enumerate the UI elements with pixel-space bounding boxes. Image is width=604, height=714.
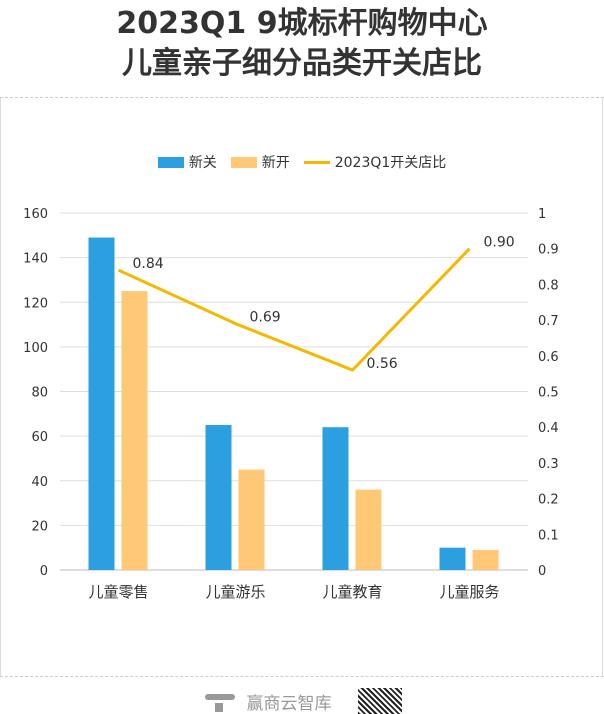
footer-brand: 赢商云智库	[246, 693, 332, 714]
ratio-data-label: 0.84	[133, 256, 164, 272]
y-tick-label: 40	[31, 475, 48, 490]
bar-close	[439, 547, 466, 570]
chart-title-line1: 2023Q1 9城标杆购物中心	[116, 6, 488, 41]
bar-close	[205, 424, 232, 570]
y2-tick-label: 0.4	[538, 421, 559, 436]
y-tick-label: 140	[23, 252, 48, 267]
y-tick-label: 20	[31, 519, 48, 534]
legend-label-open: 新开	[261, 155, 290, 171]
y2-tick-label: 1	[538, 207, 546, 222]
bar-close	[322, 427, 349, 570]
legend-item-open: 新开	[230, 152, 290, 172]
ratio-data-label: 0.90	[484, 235, 515, 251]
brand-logo-icon	[203, 690, 237, 712]
bar-open	[472, 549, 499, 570]
y-tick-label: 80	[31, 386, 48, 401]
x-tick-label: 儿童游乐	[205, 583, 265, 601]
bar-open	[238, 469, 265, 570]
y2-tick-label: 0.2	[538, 493, 559, 508]
qr-code-icon	[357, 688, 402, 714]
y2-tick-label: 0.6	[538, 350, 559, 365]
bar-open	[121, 291, 148, 570]
x-tick-label: 儿童服务	[439, 583, 499, 601]
ratio-data-label: 0.69	[250, 310, 281, 326]
legend-swatch-open	[230, 156, 257, 168]
y2-tick-label: 0.5	[538, 386, 559, 401]
left-border	[0, 98, 1, 676]
legend-label-close: 新关	[188, 155, 217, 171]
y2-tick-label: 0.1	[538, 528, 559, 543]
x-tick-label: 儿童教育	[322, 583, 382, 601]
y-tick-label: 60	[31, 430, 48, 445]
legend-swatch-ratio	[303, 160, 330, 164]
footer-divider	[0, 676, 604, 677]
ratio-data-label: 0.56	[367, 356, 398, 372]
chart-title-line2: 儿童亲子细分品类开关店比	[122, 46, 482, 81]
y2-tick-label: 0	[538, 564, 546, 579]
legend-label-ratio: 2023Q1开关店比	[334, 155, 447, 171]
bar-close	[88, 237, 115, 570]
header-divider	[0, 97, 604, 98]
y-tick-label: 160	[23, 207, 48, 222]
legend-item-close: 新关	[157, 152, 217, 172]
y2-tick-label: 0.3	[538, 457, 559, 472]
footer: 赢商云智库	[0, 688, 604, 714]
x-tick-label: 儿童零售	[88, 583, 148, 601]
y2-tick-label: 0.9	[538, 243, 559, 258]
legend-swatch-close	[157, 156, 184, 168]
legend-item-ratio: 2023Q1开关店比	[303, 152, 447, 172]
y2-tick-label: 0.8	[538, 278, 559, 293]
right-border	[602, 98, 603, 676]
y2-tick-label: 0.7	[538, 314, 559, 329]
bar-open	[355, 489, 382, 570]
legend: 新关 新开 2023Q1开关店比	[0, 152, 604, 172]
y-tick-label: 120	[23, 296, 48, 311]
y-tick-label: 0	[40, 564, 48, 579]
ratio-line	[117, 247, 471, 372]
y-tick-label: 100	[23, 341, 48, 356]
